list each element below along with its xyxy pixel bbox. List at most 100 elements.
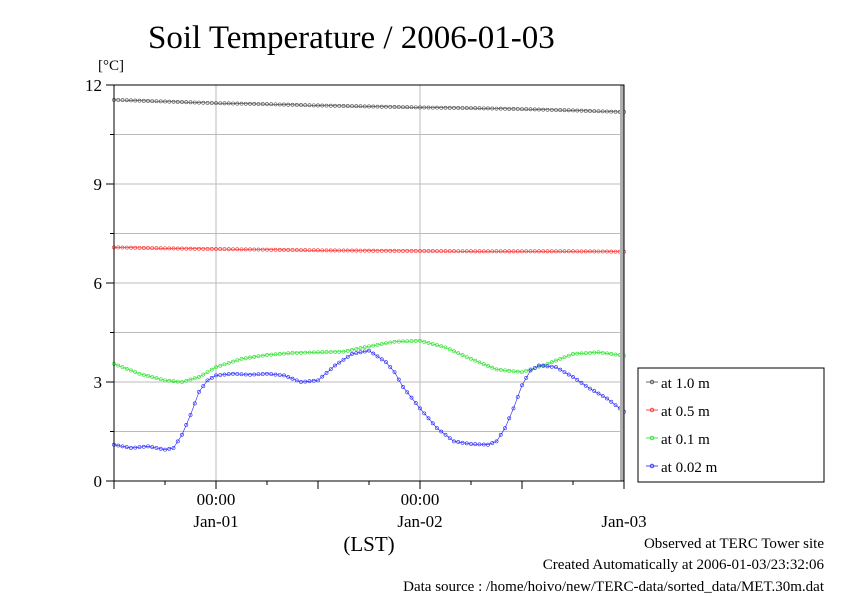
data-point [554, 249, 558, 254]
data-point [260, 372, 265, 376]
data-point [473, 442, 478, 447]
data-point [477, 249, 482, 254]
data-point [464, 441, 469, 446]
data-point [362, 248, 367, 253]
data-point [214, 101, 218, 106]
data-point [273, 352, 278, 357]
data-point [341, 248, 346, 253]
data-point [524, 107, 529, 112]
data-point [205, 246, 210, 251]
data-point [290, 248, 295, 252]
data-point [396, 248, 401, 253]
data-point [401, 339, 405, 344]
data-point [120, 444, 125, 449]
data-point [290, 351, 295, 355]
x-day-label: Jan-03 [601, 512, 646, 531]
data-point [443, 105, 448, 110]
data-point [409, 339, 414, 343]
data-point [583, 108, 588, 113]
data-point [311, 248, 316, 253]
data-point [375, 354, 380, 359]
data-point [175, 379, 180, 384]
data-point [218, 101, 223, 106]
data-point [592, 389, 597, 393]
data-point [175, 100, 180, 104]
data-point [473, 106, 478, 111]
data-point [362, 104, 367, 109]
data-point [554, 108, 558, 112]
data-point [401, 248, 405, 253]
data-point [248, 101, 252, 106]
data-point [141, 246, 146, 250]
data-point [188, 413, 193, 417]
data-point [146, 444, 150, 449]
data-point [341, 104, 346, 108]
data-point [286, 351, 291, 356]
data-point [481, 249, 486, 254]
data-point [579, 351, 584, 356]
data-point [337, 360, 342, 365]
data-point [477, 360, 482, 365]
data-point [456, 106, 461, 110]
legend: at 1.0 m at 0.5 m at 0.1 m at 0.02 m [637, 367, 825, 483]
data-point [201, 384, 206, 389]
data-point [252, 101, 257, 106]
data-point [218, 373, 223, 377]
y-tick-label: 9 [94, 175, 103, 194]
data-point [426, 416, 431, 421]
data-point [307, 379, 312, 384]
data-point [265, 102, 269, 107]
data-point [439, 429, 444, 434]
data-point [596, 249, 601, 254]
data-point [481, 362, 486, 367]
data-point [133, 98, 138, 103]
data-point [358, 104, 363, 109]
data-point [192, 376, 197, 381]
data-point [558, 249, 563, 254]
data-point [558, 367, 563, 372]
data-point [447, 347, 452, 352]
data-point [231, 101, 235, 106]
data-point [129, 98, 133, 103]
data-point [201, 100, 206, 105]
data-point [226, 372, 231, 377]
data-point [184, 378, 189, 383]
data-point [167, 246, 172, 251]
data-point [494, 106, 499, 111]
data-point [371, 351, 376, 356]
data-point [205, 100, 210, 105]
data-point [592, 350, 597, 355]
data-point [447, 105, 452, 110]
data-point [120, 245, 125, 250]
data-point [452, 105, 456, 110]
data-point [239, 101, 244, 106]
data-point [435, 105, 439, 110]
series-1 [112, 245, 626, 254]
data-point [511, 406, 516, 411]
data-point [146, 246, 150, 250]
data-point [596, 391, 601, 396]
data-point [384, 248, 388, 253]
y-tick-label: 3 [94, 373, 103, 392]
data-point [256, 247, 261, 252]
data-point [141, 372, 146, 377]
chart-title: Soil Temperature / 2006-01-03 [148, 20, 555, 56]
data-point [209, 375, 214, 380]
series-line [113, 247, 625, 252]
data-point [375, 104, 380, 109]
data-point [401, 385, 405, 389]
data-point [171, 246, 176, 251]
data-point [486, 364, 490, 368]
data-point [490, 365, 495, 370]
data-point [231, 371, 235, 376]
data-point [481, 442, 486, 447]
data-point [549, 107, 554, 112]
data-point [129, 245, 133, 250]
data-point [286, 248, 291, 252]
data-point [354, 104, 359, 109]
data-point [541, 249, 546, 254]
y-axis-unit: [°C] [98, 58, 124, 74]
data-point [456, 440, 461, 444]
data-point [150, 375, 155, 379]
data-point [265, 353, 269, 357]
